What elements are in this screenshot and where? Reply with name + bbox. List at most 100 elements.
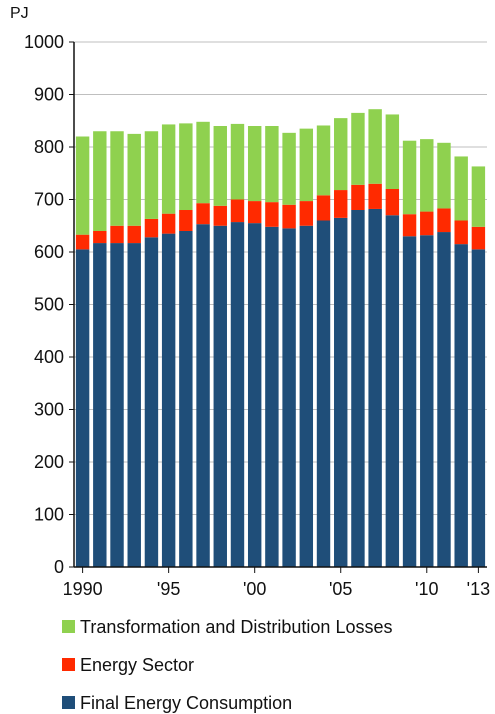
bar-segment-transformation-and-distribution-losses <box>351 112 365 185</box>
bar-segment-energy-sector <box>144 218 159 238</box>
y-axis-tick-labels: 0 100 200 300 400 500 600 700 800 900 1000 <box>24 32 64 577</box>
bar-segment-energy-sector <box>299 201 314 226</box>
legend-label-final-energy-consumption: Final Energy Consumption <box>80 693 292 713</box>
bar-segment-final-energy-consumption <box>420 235 434 567</box>
y-tick-label: 800 <box>34 137 64 157</box>
gridlines <box>74 41 487 515</box>
bar-segment-transformation-and-distribution-losses <box>334 118 348 191</box>
y-tick-label: 0 <box>54 557 64 577</box>
bar-segment-final-energy-consumption <box>385 215 400 567</box>
x-tick-label: '13 <box>467 579 490 599</box>
bar-segment-transformation-and-distribution-losses <box>75 136 90 235</box>
bar-segment-transformation-and-distribution-losses <box>420 139 434 212</box>
bar-segment-energy-sector <box>179 210 193 231</box>
bar-segment-energy-sector <box>454 220 468 245</box>
legend-swatch-final-energy-consumption <box>62 696 75 709</box>
bar-segment-final-energy-consumption <box>161 233 176 568</box>
bar-segment-energy-sector <box>93 231 107 244</box>
bar-segment-transformation-and-distribution-losses <box>299 128 314 202</box>
bar-segment-final-energy-consumption <box>265 226 279 568</box>
bar-segment-final-energy-consumption <box>454 244 468 568</box>
bar-segment-transformation-and-distribution-losses <box>247 126 262 202</box>
bar-segment-final-energy-consumption <box>230 222 245 567</box>
axes <box>69 41 487 573</box>
bar-segment-energy-sector <box>385 189 400 216</box>
y-tick-label: 1000 <box>24 32 64 52</box>
bar-segment-transformation-and-distribution-losses <box>454 156 468 221</box>
y-tick-label: 200 <box>34 452 64 472</box>
bar-segment-energy-sector <box>471 226 486 250</box>
legend-swatch-transformation-and-distribution-losses <box>62 620 75 633</box>
bar-segment-final-energy-consumption <box>368 208 382 567</box>
bar-segment-final-energy-consumption <box>316 220 331 567</box>
bar-segment-energy-sector <box>230 199 245 223</box>
bar-segment-final-energy-consumption <box>282 228 296 568</box>
bar-segment-final-energy-consumption <box>334 217 348 568</box>
bar-segment-transformation-and-distribution-losses <box>385 114 400 189</box>
y-tick-label: 900 <box>34 85 64 105</box>
y-tick-label: 100 <box>34 505 64 525</box>
bar-segment-final-energy-consumption <box>402 236 417 567</box>
bar-segment-transformation-and-distribution-losses <box>265 126 279 203</box>
bar-segment-energy-sector <box>196 203 210 225</box>
bar-segment-energy-sector <box>282 204 296 229</box>
bar-segment-transformation-and-distribution-losses <box>316 125 331 196</box>
bar-segment-energy-sector <box>75 234 90 250</box>
bar-segment-final-energy-consumption <box>144 237 159 568</box>
bar-segment-final-energy-consumption <box>75 249 90 568</box>
bar-segment-transformation-and-distribution-losses <box>161 124 176 214</box>
y-tick-label: 500 <box>34 295 64 315</box>
legend-swatch-energy-sector <box>62 658 75 671</box>
bar-segment-transformation-and-distribution-losses <box>144 131 159 219</box>
bar-segment-transformation-and-distribution-losses <box>196 121 210 204</box>
bar-segment-energy-sector <box>110 225 124 244</box>
bar-segment-energy-sector <box>316 195 331 221</box>
bar-segment-final-energy-consumption <box>471 249 486 568</box>
y-tick-label: 600 <box>34 242 64 262</box>
bar-segment-transformation-and-distribution-losses <box>437 142 451 209</box>
bar-segment-transformation-and-distribution-losses <box>282 132 296 205</box>
bars <box>75 109 486 568</box>
bar-segment-final-energy-consumption <box>127 243 141 567</box>
y-tick-label: 300 <box>34 400 64 420</box>
bar-segment-final-energy-consumption <box>93 243 107 567</box>
bar-segment-transformation-and-distribution-losses <box>230 123 245 200</box>
bar-segment-energy-sector <box>420 211 434 236</box>
x-tick-label: '10 <box>415 579 438 599</box>
bar-segment-final-energy-consumption <box>213 225 227 567</box>
bar-segment-energy-sector <box>127 225 141 244</box>
bar-segment-energy-sector <box>368 183 382 209</box>
x-tick-label: '05 <box>329 579 352 599</box>
bar-segment-energy-sector <box>265 202 279 227</box>
y-tick-label: 400 <box>34 347 64 367</box>
bar-segment-energy-sector <box>437 208 451 233</box>
y-axis-unit-label: PJ <box>10 5 29 22</box>
bar-segment-transformation-and-distribution-losses <box>213 126 227 206</box>
bar-segment-transformation-and-distribution-losses <box>471 166 486 227</box>
bar-segment-final-energy-consumption <box>299 225 314 567</box>
bar-segment-final-energy-consumption <box>247 223 262 568</box>
x-axis-tick-labels: 1990 '95 '00 '05 '10 '13 <box>63 579 491 599</box>
legend-label-transformation-and-distribution-losses: Transformation and Distribution Losses <box>80 617 392 637</box>
bar-segment-energy-sector <box>247 201 262 224</box>
bar-segment-energy-sector <box>402 214 417 237</box>
bar-segment-energy-sector <box>351 184 365 210</box>
y-tick-label: 700 <box>34 190 64 210</box>
bar-segment-energy-sector <box>213 205 227 226</box>
bar-segment-final-energy-consumption <box>351 210 365 567</box>
bar-segment-energy-sector <box>161 213 176 234</box>
bar-segment-transformation-and-distribution-losses <box>368 109 382 184</box>
legend: Transformation and Distribution Losses En… <box>62 617 392 713</box>
bar-segment-final-energy-consumption <box>437 232 451 568</box>
legend-label-energy-sector: Energy Sector <box>80 655 194 675</box>
bar-segment-final-energy-consumption <box>196 224 210 567</box>
x-tick-label: '95 <box>157 579 180 599</box>
bar-segment-final-energy-consumption <box>179 231 193 567</box>
x-tick-label: '00 <box>243 579 266 599</box>
x-tick-label: 1990 <box>63 579 103 599</box>
bar-segment-energy-sector <box>334 190 348 218</box>
bar-segment-transformation-and-distribution-losses <box>110 131 124 226</box>
bar-segment-transformation-and-distribution-losses <box>179 123 193 211</box>
bar-segment-transformation-and-distribution-losses <box>93 131 107 231</box>
